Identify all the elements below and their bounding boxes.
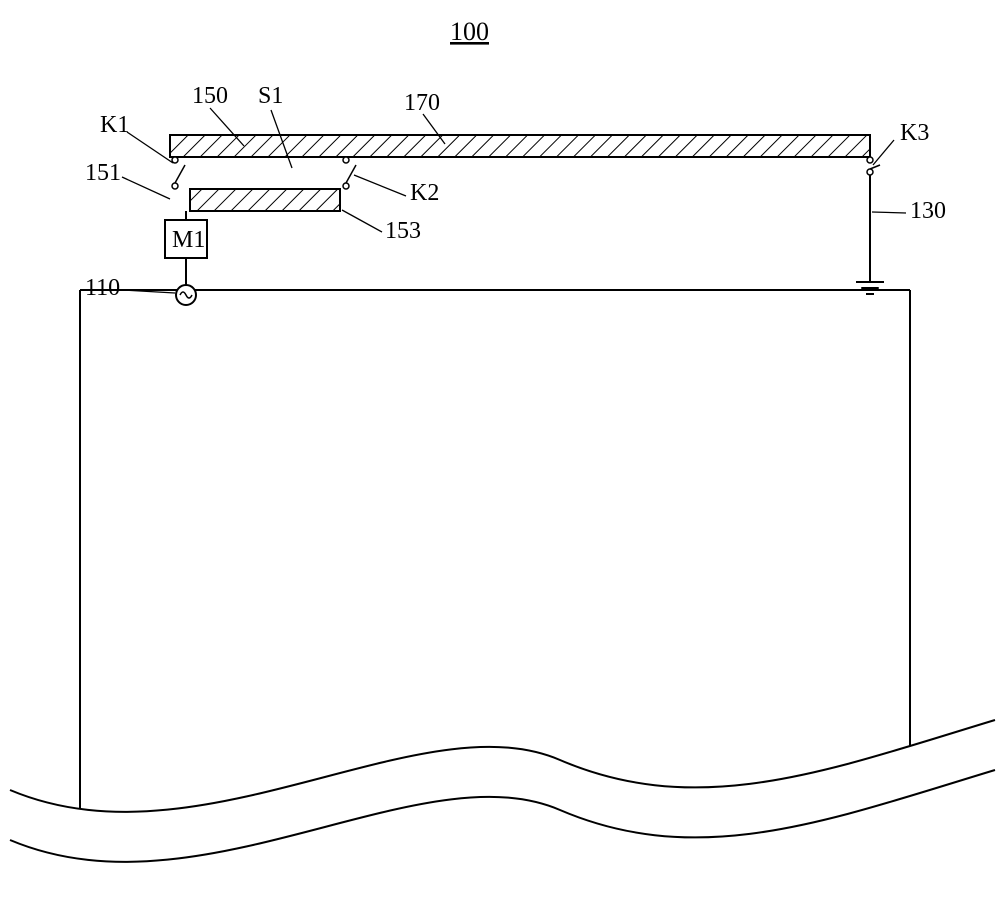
switch-k1-top — [172, 157, 178, 163]
label-130: 130 — [910, 198, 946, 224]
label-K1: K1 — [100, 112, 129, 138]
switch-k2-bottom — [343, 183, 349, 189]
label-151: 151 — [85, 160, 121, 186]
switch-k3-top — [867, 157, 873, 163]
label-S1: S1 — [258, 83, 283, 109]
label-153: 153 — [385, 218, 421, 244]
label-K2: K2 — [410, 180, 439, 206]
switch-k3-bottom — [867, 169, 873, 175]
switch-k2-top — [343, 157, 349, 163]
label-K3: K3 — [900, 120, 929, 146]
label-150: 150 — [192, 83, 228, 109]
label-110: 110 — [85, 275, 120, 301]
matching-circuit-label: M1 — [172, 227, 205, 253]
label-170: 170 — [404, 90, 440, 116]
switch-k1-bottom — [172, 183, 178, 189]
figure-number: 100 — [450, 17, 489, 46]
